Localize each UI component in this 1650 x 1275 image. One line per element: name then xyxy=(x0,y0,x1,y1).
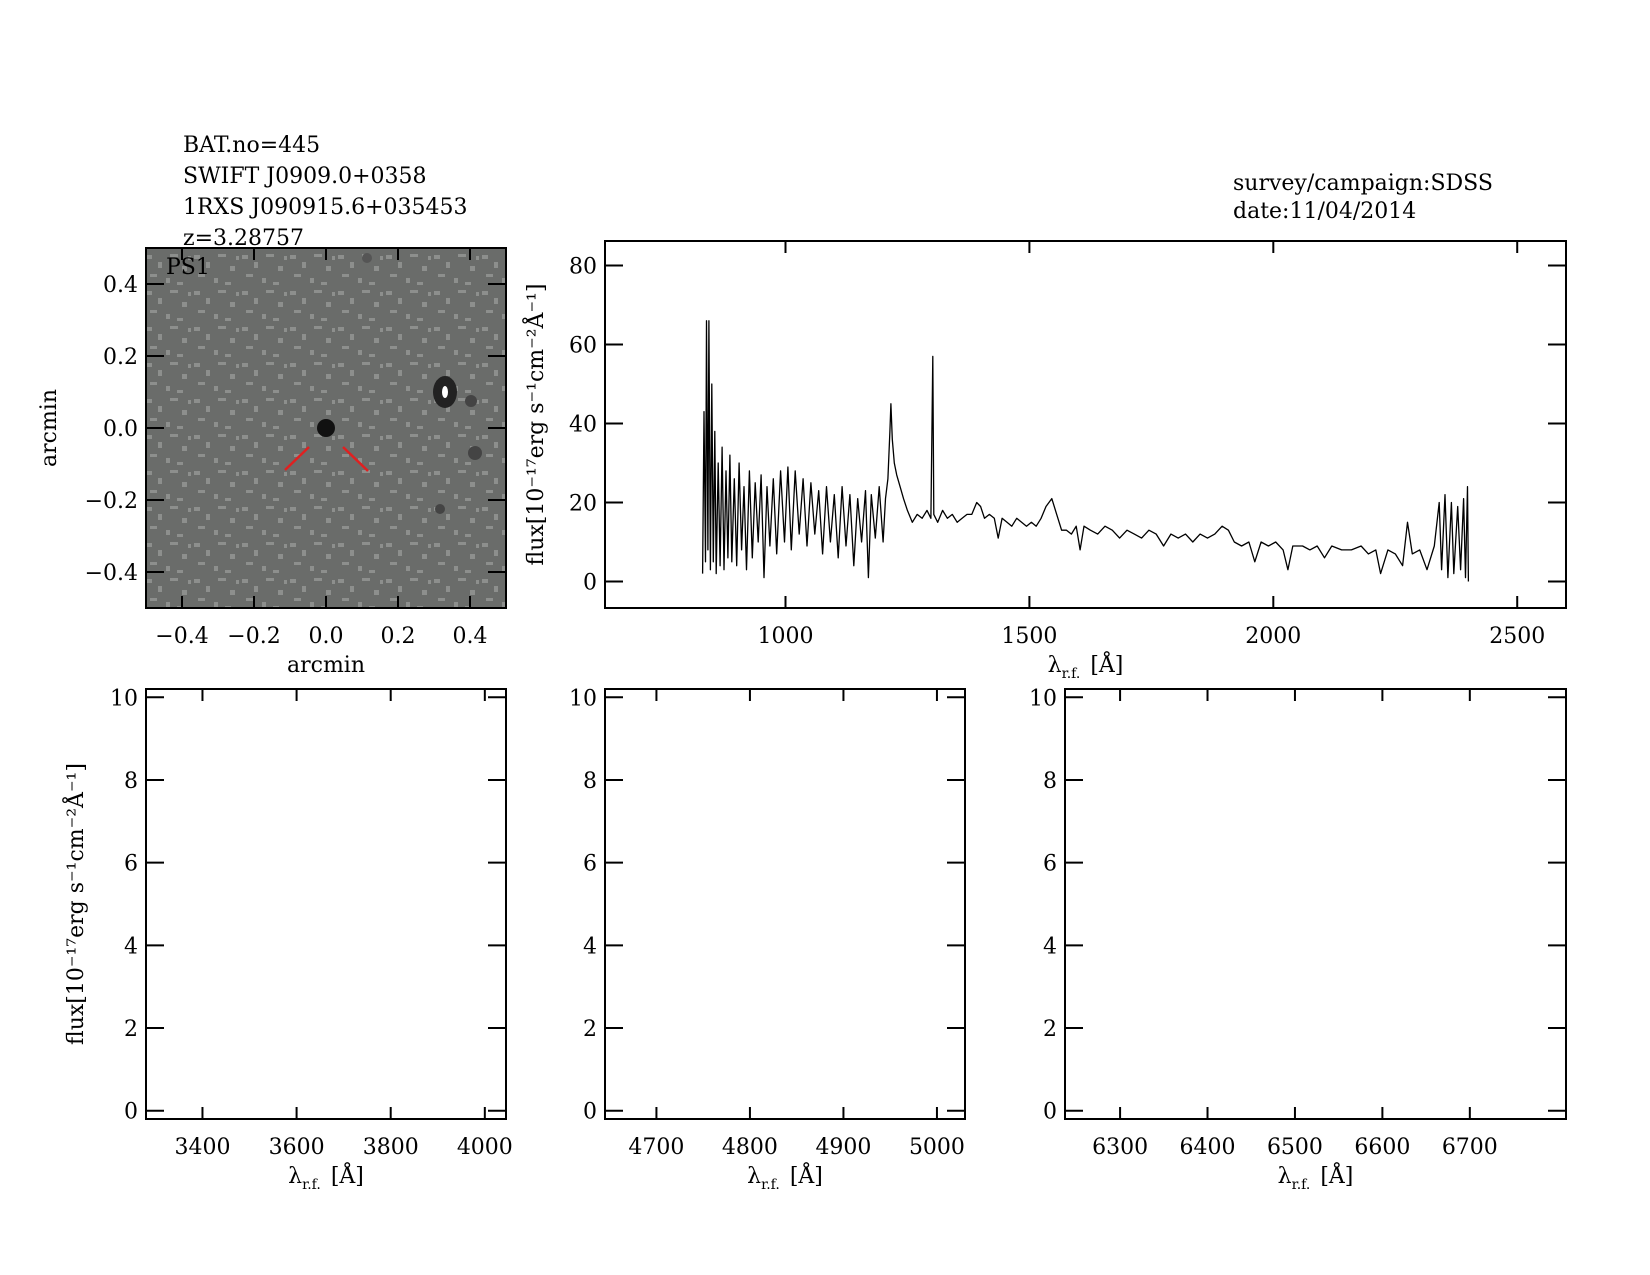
x-tick-label: 5000 xyxy=(909,1135,965,1160)
x-label-symbol: λ xyxy=(288,1164,302,1189)
x-label-unit: [Å] xyxy=(1320,1161,1353,1189)
plot-frame xyxy=(1064,688,1567,1120)
y-tick-label: 40 xyxy=(569,413,597,438)
x-label-subscript: r.f. xyxy=(1062,666,1081,682)
x-tick-label: −0.2 xyxy=(227,624,280,649)
y-tick-label: 6 xyxy=(583,852,597,877)
x-label-unit: [Å] xyxy=(331,1161,364,1189)
spectrum-line xyxy=(701,320,1470,582)
x-tick-label: 4000 xyxy=(457,1135,513,1160)
x-tick-label: 6400 xyxy=(1180,1135,1236,1160)
y-tick-label: 4 xyxy=(1043,934,1057,959)
x-tick-label: 2000 xyxy=(1245,624,1301,649)
x-label-subscript: r.f. xyxy=(1292,1177,1311,1193)
y-tick-label: 2 xyxy=(583,1017,597,1042)
y-tick-label: 80 xyxy=(569,254,597,279)
x-axis-label: arcmin xyxy=(287,653,365,678)
y-tick-label: 0 xyxy=(583,571,597,596)
y-tick-label: 10 xyxy=(110,686,138,711)
x-tick-label: 3800 xyxy=(363,1135,419,1160)
x-tick-label: 6700 xyxy=(1442,1135,1498,1160)
marker xyxy=(342,446,369,472)
y-tick-label: 60 xyxy=(569,334,597,359)
x-tick-label: 4800 xyxy=(722,1135,778,1160)
x-tick-label: 4700 xyxy=(628,1135,684,1160)
x-tick-label: 4900 xyxy=(815,1135,871,1160)
x-tick-label: 3400 xyxy=(174,1135,230,1160)
y-tick-label: 10 xyxy=(569,686,597,711)
image-label: PS1 xyxy=(166,255,210,280)
faint-source xyxy=(435,504,445,514)
x-label-unit: [Å] xyxy=(1090,650,1123,678)
x-label-symbol: λ xyxy=(747,1164,761,1189)
faint-source xyxy=(468,446,482,460)
y-axis-label: flux[10⁻¹⁷erg s⁻¹cm⁻²Å⁻¹] xyxy=(521,284,549,566)
x-label-subscript: r.f. xyxy=(302,1177,321,1193)
x-label-symbol: λ xyxy=(1278,1164,1292,1189)
y-tick-label: 8 xyxy=(124,769,138,794)
y-tick-label: 8 xyxy=(1043,769,1057,794)
x-axis-label: λr.f. [Å] xyxy=(747,1161,823,1193)
x-tick-label: 1500 xyxy=(1001,624,1057,649)
faint-source xyxy=(362,253,372,263)
x-label-symbol: λ xyxy=(1048,653,1062,678)
marker xyxy=(284,446,310,471)
y-tick-label: 2 xyxy=(124,1017,138,1042)
sky-image xyxy=(146,248,506,608)
x-axis-label: λr.f. [Å] xyxy=(288,1161,364,1193)
x-tick-label: 6500 xyxy=(1267,1135,1323,1160)
x-tick-label: 6600 xyxy=(1354,1135,1410,1160)
y-tick-label: 4 xyxy=(583,934,597,959)
target-source xyxy=(317,419,335,437)
x-tick-label: 0.0 xyxy=(309,624,344,649)
header-line: date:11/04/2014 xyxy=(1233,199,1416,224)
x-tick-label: 2500 xyxy=(1489,624,1545,649)
y-tick-label: 0.4 xyxy=(103,273,138,298)
y-tick-label: −0.4 xyxy=(85,561,138,586)
y-axis-label: flux[10⁻¹⁷erg s⁻¹cm⁻²Å⁻¹] xyxy=(61,763,89,1045)
x-tick-label: 0.4 xyxy=(453,624,488,649)
header-line: 1RXS J090915.6+035453 xyxy=(183,195,468,220)
x-tick-label: 6300 xyxy=(1092,1135,1148,1160)
y-tick-label: 20 xyxy=(569,492,597,517)
x-tick-label: −0.4 xyxy=(155,624,208,649)
y-tick-label: 2 xyxy=(1043,1017,1057,1042)
y-tick-label: 0.0 xyxy=(103,417,138,442)
x-label-unit: [Å] xyxy=(790,1161,823,1189)
header-line: z=3.28757 xyxy=(183,226,304,251)
plot-frame xyxy=(145,688,507,1120)
y-tick-label: 6 xyxy=(124,852,138,877)
x-tick-label: 3600 xyxy=(269,1135,325,1160)
plot-frame xyxy=(604,688,966,1120)
y-tick-label: 0 xyxy=(124,1100,138,1125)
x-axis-label: λr.f. [Å] xyxy=(1278,1161,1354,1193)
y-tick-label: 4 xyxy=(124,934,138,959)
galaxy-core xyxy=(442,386,448,398)
plot-frame xyxy=(604,240,1567,609)
y-axis-label: arcmin xyxy=(37,389,62,467)
x-tick-label: 1000 xyxy=(757,624,813,649)
x-tick-label: 0.2 xyxy=(381,624,416,649)
header-line: SWIFT J0909.0+0358 xyxy=(183,164,427,189)
x-label-subscript: r.f. xyxy=(761,1177,780,1193)
y-tick-label: 6 xyxy=(1043,852,1057,877)
y-tick-label: 0 xyxy=(1043,1100,1057,1125)
faint-source xyxy=(465,395,477,407)
y-tick-label: 0 xyxy=(583,1100,597,1125)
y-tick-label: 10 xyxy=(1029,686,1057,711)
y-tick-label: 0.2 xyxy=(103,345,138,370)
y-tick-label: −0.2 xyxy=(85,489,138,514)
header-line: BAT.no=445 xyxy=(183,133,320,158)
y-tick-label: 8 xyxy=(583,769,597,794)
header-line: survey/campaign:SDSS xyxy=(1233,171,1493,196)
x-axis-label: λr.f. [Å] xyxy=(1048,650,1124,682)
